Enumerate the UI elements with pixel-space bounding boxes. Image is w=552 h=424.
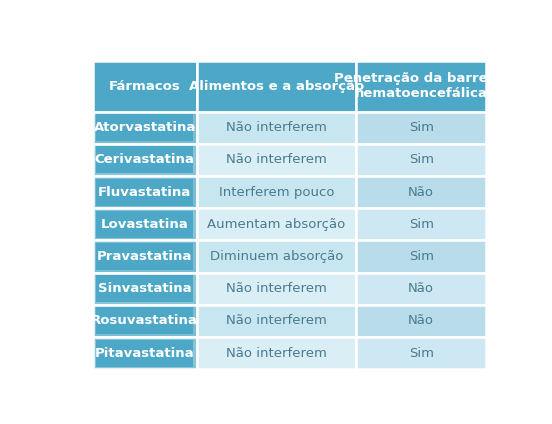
Text: Fluvastatina: Fluvastatina bbox=[98, 186, 192, 198]
FancyBboxPatch shape bbox=[197, 240, 356, 273]
FancyBboxPatch shape bbox=[356, 208, 486, 240]
Text: Não interferem: Não interferem bbox=[226, 282, 327, 295]
FancyBboxPatch shape bbox=[93, 176, 197, 208]
FancyBboxPatch shape bbox=[356, 305, 486, 337]
FancyBboxPatch shape bbox=[356, 337, 486, 369]
Text: Não: Não bbox=[408, 282, 434, 295]
FancyBboxPatch shape bbox=[197, 112, 356, 144]
Text: Rosuvastatina: Rosuvastatina bbox=[91, 314, 198, 327]
Text: Interferem pouco: Interferem pouco bbox=[219, 186, 335, 198]
Text: Pitavastatina: Pitavastatina bbox=[95, 346, 194, 360]
FancyBboxPatch shape bbox=[197, 144, 356, 176]
FancyBboxPatch shape bbox=[197, 208, 356, 240]
Text: Sim: Sim bbox=[408, 250, 434, 263]
FancyBboxPatch shape bbox=[197, 305, 356, 337]
FancyBboxPatch shape bbox=[96, 146, 193, 173]
Text: Sim: Sim bbox=[408, 346, 434, 360]
FancyBboxPatch shape bbox=[93, 273, 197, 305]
Text: Sinvastatina: Sinvastatina bbox=[98, 282, 192, 295]
Text: Cerivastatina: Cerivastatina bbox=[95, 153, 195, 166]
Text: Alimentos e a absorção: Alimentos e a absorção bbox=[189, 80, 364, 92]
FancyBboxPatch shape bbox=[93, 208, 197, 240]
Text: Não: Não bbox=[408, 314, 434, 327]
FancyBboxPatch shape bbox=[93, 144, 197, 176]
Text: Sim: Sim bbox=[408, 153, 434, 166]
Text: Sim: Sim bbox=[408, 218, 434, 231]
FancyBboxPatch shape bbox=[93, 61, 197, 112]
FancyBboxPatch shape bbox=[93, 337, 197, 369]
FancyBboxPatch shape bbox=[356, 240, 486, 273]
FancyBboxPatch shape bbox=[356, 61, 486, 112]
FancyBboxPatch shape bbox=[96, 340, 193, 367]
FancyBboxPatch shape bbox=[356, 144, 486, 176]
FancyBboxPatch shape bbox=[197, 337, 356, 369]
FancyBboxPatch shape bbox=[197, 61, 356, 112]
FancyBboxPatch shape bbox=[96, 275, 193, 302]
FancyBboxPatch shape bbox=[197, 273, 356, 305]
FancyBboxPatch shape bbox=[356, 112, 486, 144]
FancyBboxPatch shape bbox=[356, 176, 486, 208]
Text: Não interferem: Não interferem bbox=[226, 121, 327, 134]
FancyBboxPatch shape bbox=[93, 112, 197, 144]
FancyBboxPatch shape bbox=[356, 273, 486, 305]
Text: Penetração da barreira
hematoencefálica: Penetração da barreira hematoencefálica bbox=[334, 72, 508, 100]
Text: Não: Não bbox=[408, 186, 434, 198]
Text: Diminuem absorção: Diminuem absorção bbox=[210, 250, 343, 263]
Text: Lovastatina: Lovastatina bbox=[101, 218, 189, 231]
Text: Não interferem: Não interferem bbox=[226, 153, 327, 166]
Text: Não interferem: Não interferem bbox=[226, 346, 327, 360]
FancyBboxPatch shape bbox=[96, 114, 193, 141]
FancyBboxPatch shape bbox=[197, 176, 356, 208]
Text: Fármacos: Fármacos bbox=[109, 80, 181, 92]
FancyBboxPatch shape bbox=[93, 240, 197, 273]
FancyBboxPatch shape bbox=[96, 211, 193, 238]
FancyBboxPatch shape bbox=[96, 179, 193, 206]
FancyBboxPatch shape bbox=[96, 243, 193, 270]
FancyBboxPatch shape bbox=[96, 307, 193, 335]
FancyBboxPatch shape bbox=[93, 305, 197, 337]
Text: Aumentam absorção: Aumentam absorção bbox=[208, 218, 346, 231]
Text: Sim: Sim bbox=[408, 121, 434, 134]
Text: Pravastatina: Pravastatina bbox=[97, 250, 192, 263]
Text: Não interferem: Não interferem bbox=[226, 314, 327, 327]
Text: Atorvastatina: Atorvastatina bbox=[93, 121, 196, 134]
